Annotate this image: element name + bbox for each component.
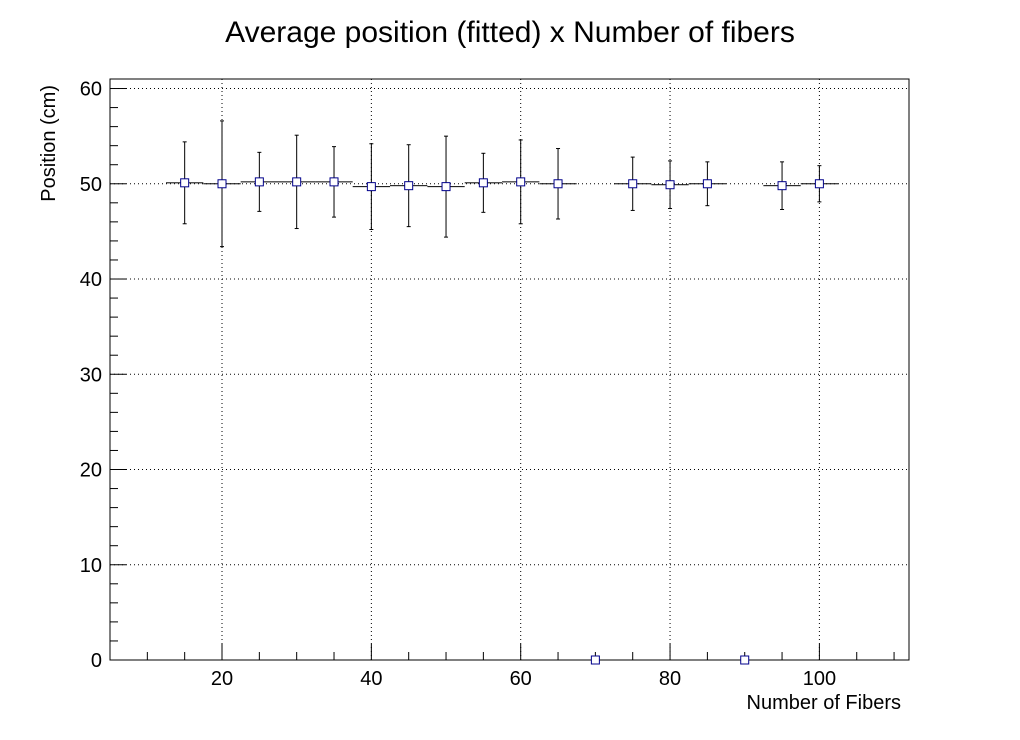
data-marker (254, 177, 264, 187)
data-marker (740, 655, 750, 665)
data-marker (777, 181, 787, 191)
chart-title: Average position (fitted) x Number of fi… (225, 16, 795, 49)
x-axis-label: Number of Fibers (747, 692, 902, 714)
data-point (726, 655, 764, 665)
data-marker (702, 179, 712, 189)
y-tick-label: 0 (91, 650, 102, 672)
x-tick-label: 40 (360, 668, 382, 690)
data-marker (404, 181, 414, 191)
data-marker (814, 179, 824, 189)
data-marker (366, 182, 376, 192)
data-point (502, 139, 540, 225)
data-point (315, 146, 353, 218)
y-tick-label: 30 (80, 364, 102, 386)
axis-ticks: 20 40 60 80 100 0 10 20 30 40 50 60 (80, 79, 895, 690)
data-point (614, 156, 652, 211)
y-tick-label: 60 (80, 79, 102, 101)
data-point (464, 152, 503, 213)
y-axis-label: Position (cm) (38, 85, 60, 202)
data-marker (292, 177, 302, 187)
plot-frame (109, 78, 910, 661)
data-point (203, 120, 241, 248)
x-tick-label: 20 (211, 668, 233, 690)
data-point (166, 141, 204, 225)
data-point (390, 144, 428, 228)
y-tick-label: 20 (80, 460, 102, 482)
data-point (427, 135, 465, 238)
data-point (352, 143, 391, 230)
data-point (688, 161, 727, 207)
grid (110, 79, 909, 660)
data-point (240, 151, 279, 212)
data-marker (478, 178, 488, 188)
y-tick-label: 50 (80, 174, 102, 196)
y-tick-label: 10 (80, 555, 102, 577)
data-series (166, 120, 839, 665)
data-marker (441, 182, 451, 192)
data-marker (553, 179, 563, 189)
data-point (763, 161, 801, 210)
x-tick-label: 80 (659, 668, 681, 690)
data-point (651, 160, 689, 210)
data-point (576, 655, 615, 665)
data-marker (590, 655, 600, 665)
data-point (800, 165, 839, 203)
x-tick-label: 60 (510, 668, 532, 690)
data-point (539, 148, 577, 220)
y-tick-label: 40 (80, 269, 102, 291)
x-tick-label: 100 (803, 668, 836, 690)
data-marker (329, 177, 339, 187)
data-marker (516, 177, 526, 187)
data-marker (217, 179, 227, 189)
data-marker (628, 179, 638, 189)
data-point (278, 134, 316, 230)
data-marker (665, 180, 675, 190)
data-marker (180, 178, 190, 188)
